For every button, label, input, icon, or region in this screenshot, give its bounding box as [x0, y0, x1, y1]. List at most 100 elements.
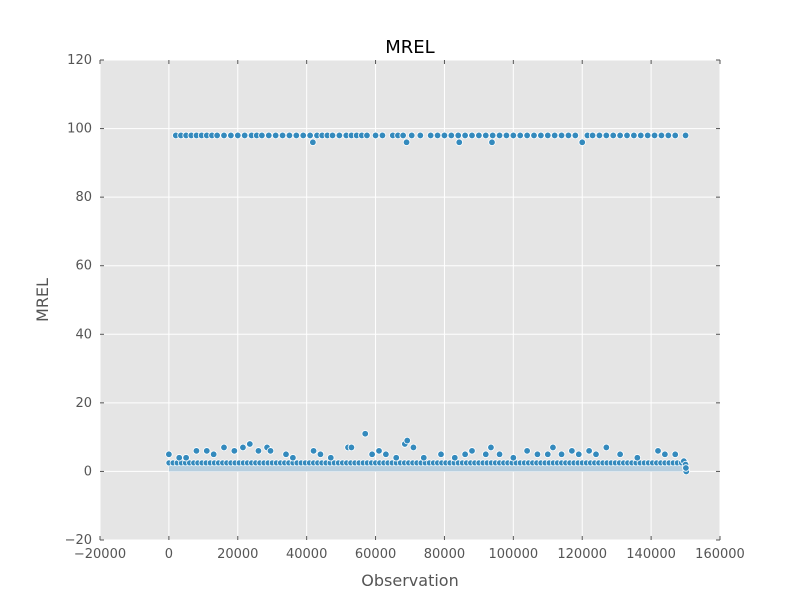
data-point	[347, 443, 356, 452]
data-point	[568, 447, 576, 455]
data-point	[609, 131, 617, 140]
data-point	[461, 131, 469, 140]
data-point	[361, 430, 369, 438]
data-point	[455, 138, 463, 146]
data-point	[664, 131, 673, 140]
data-point	[557, 450, 566, 458]
data-point	[633, 454, 642, 462]
data-point	[571, 131, 580, 140]
data-point	[616, 450, 624, 458]
data-point	[292, 131, 301, 140]
data-point	[564, 131, 573, 140]
data-point	[316, 450, 325, 458]
data-point	[165, 450, 173, 458]
data-point	[327, 454, 335, 462]
data-point	[368, 450, 376, 458]
data-point	[440, 131, 449, 140]
y-tick-label: 40	[75, 327, 92, 342]
data-point	[461, 450, 469, 458]
y-tick-label: 60	[75, 259, 92, 274]
data-point	[271, 131, 280, 140]
data-point	[671, 131, 679, 140]
data-point	[306, 131, 314, 140]
tick-labels: −20000 0 20000 40000 60000 80000 100000 120000 1…	[65, 53, 745, 562]
data-point	[537, 131, 545, 140]
data-point	[550, 131, 559, 140]
data-point	[681, 131, 690, 140]
data-point	[220, 443, 228, 452]
y-tick-label: 0	[84, 464, 92, 479]
data-point	[516, 131, 524, 140]
data-point	[549, 443, 557, 452]
data-point	[523, 131, 531, 140]
data-point	[309, 138, 317, 146]
x-tick-label: 20000	[217, 547, 258, 562]
x-tick-label: 60000	[355, 547, 396, 562]
data-point	[488, 131, 497, 140]
data-point	[557, 131, 566, 140]
data-point	[265, 131, 273, 140]
data-point	[378, 131, 387, 140]
data-point	[192, 447, 201, 455]
data-point	[654, 447, 662, 455]
data-point	[433, 131, 442, 140]
data-point	[234, 131, 242, 140]
data-point	[254, 447, 263, 455]
data-point	[392, 454, 400, 462]
x-tick-label: −20000	[74, 547, 126, 562]
data-point	[416, 131, 425, 140]
data-point	[335, 131, 344, 140]
x-axis-title: Observation	[361, 571, 458, 590]
data-point	[299, 131, 307, 140]
data-point	[533, 450, 542, 458]
data-points	[165, 131, 690, 476]
data-point	[239, 443, 247, 452]
y-axis-title: MREL	[33, 278, 52, 322]
data-point	[502, 131, 511, 140]
data-point	[630, 131, 638, 140]
data-point	[643, 131, 652, 140]
y-tick-label: −20	[65, 533, 92, 548]
x-tick-label: 140000	[626, 547, 676, 562]
y-tick-label: 120	[67, 53, 92, 68]
axis-ticks	[99, 59, 721, 541]
data-point	[495, 450, 504, 458]
data-point	[623, 131, 631, 140]
data-point	[371, 131, 380, 140]
data-point	[382, 450, 390, 458]
data-point	[495, 131, 504, 140]
data-point	[175, 454, 183, 462]
data-point	[409, 443, 418, 452]
data-point	[509, 454, 518, 462]
data-point	[468, 131, 476, 140]
data-point	[671, 450, 679, 458]
data-point	[544, 450, 552, 458]
data-point	[220, 131, 228, 140]
data-point	[426, 131, 435, 140]
data-point	[399, 131, 407, 140]
data-point	[230, 447, 239, 455]
data-point	[588, 131, 597, 140]
data-point	[657, 131, 666, 140]
data-point	[437, 450, 445, 458]
data-point	[544, 131, 552, 140]
data-point	[203, 447, 211, 455]
data-point	[661, 450, 669, 458]
data-point	[258, 131, 266, 140]
y-tick-label: 80	[75, 190, 92, 205]
data-point	[682, 464, 690, 472]
data-point	[213, 131, 221, 140]
data-point	[278, 131, 287, 140]
chart-title: MREL	[385, 37, 434, 58]
data-point	[602, 443, 611, 452]
data-point	[454, 131, 462, 140]
data-point	[408, 131, 416, 140]
data-point	[602, 131, 611, 140]
x-tick-label: 160000	[695, 547, 745, 562]
data-point	[530, 131, 538, 140]
dense-band	[165, 459, 689, 472]
x-tick-label: 40000	[286, 547, 327, 562]
dense-points-band	[168, 461, 686, 472]
data-point	[523, 447, 531, 455]
